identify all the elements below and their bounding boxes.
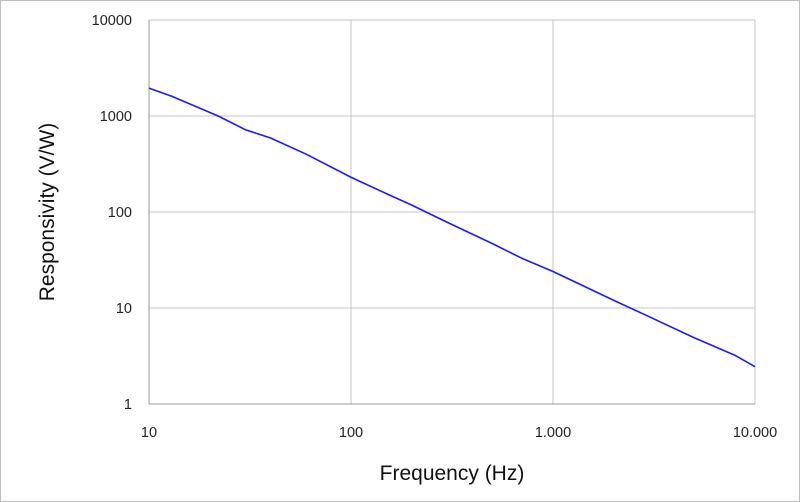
x-tick-labels: 10 100 1.000 10.000 (141, 425, 777, 441)
y-axis-title: Responsivity (V/W) (36, 123, 59, 302)
x-axis-title: Frequency (Hz) (380, 462, 525, 485)
y-tick-label: 1 (124, 397, 132, 413)
grid (148, 19, 756, 405)
x-tick-label: 1.000 (535, 425, 571, 441)
y-tick-label: 100 (108, 205, 132, 221)
y-tick-label: 10000 (92, 13, 132, 29)
x-tick-label: 100 (339, 425, 363, 441)
y-tick-label: 10 (116, 301, 132, 317)
series-layer (148, 87, 756, 368)
y-tick-labels: 1 10 100 1000 10000 (92, 13, 132, 413)
series-line (148, 87, 756, 368)
x-tick-label: 10.000 (733, 425, 777, 441)
x-tick-label: 10 (141, 425, 157, 441)
y-tick-label: 1000 (100, 109, 132, 125)
